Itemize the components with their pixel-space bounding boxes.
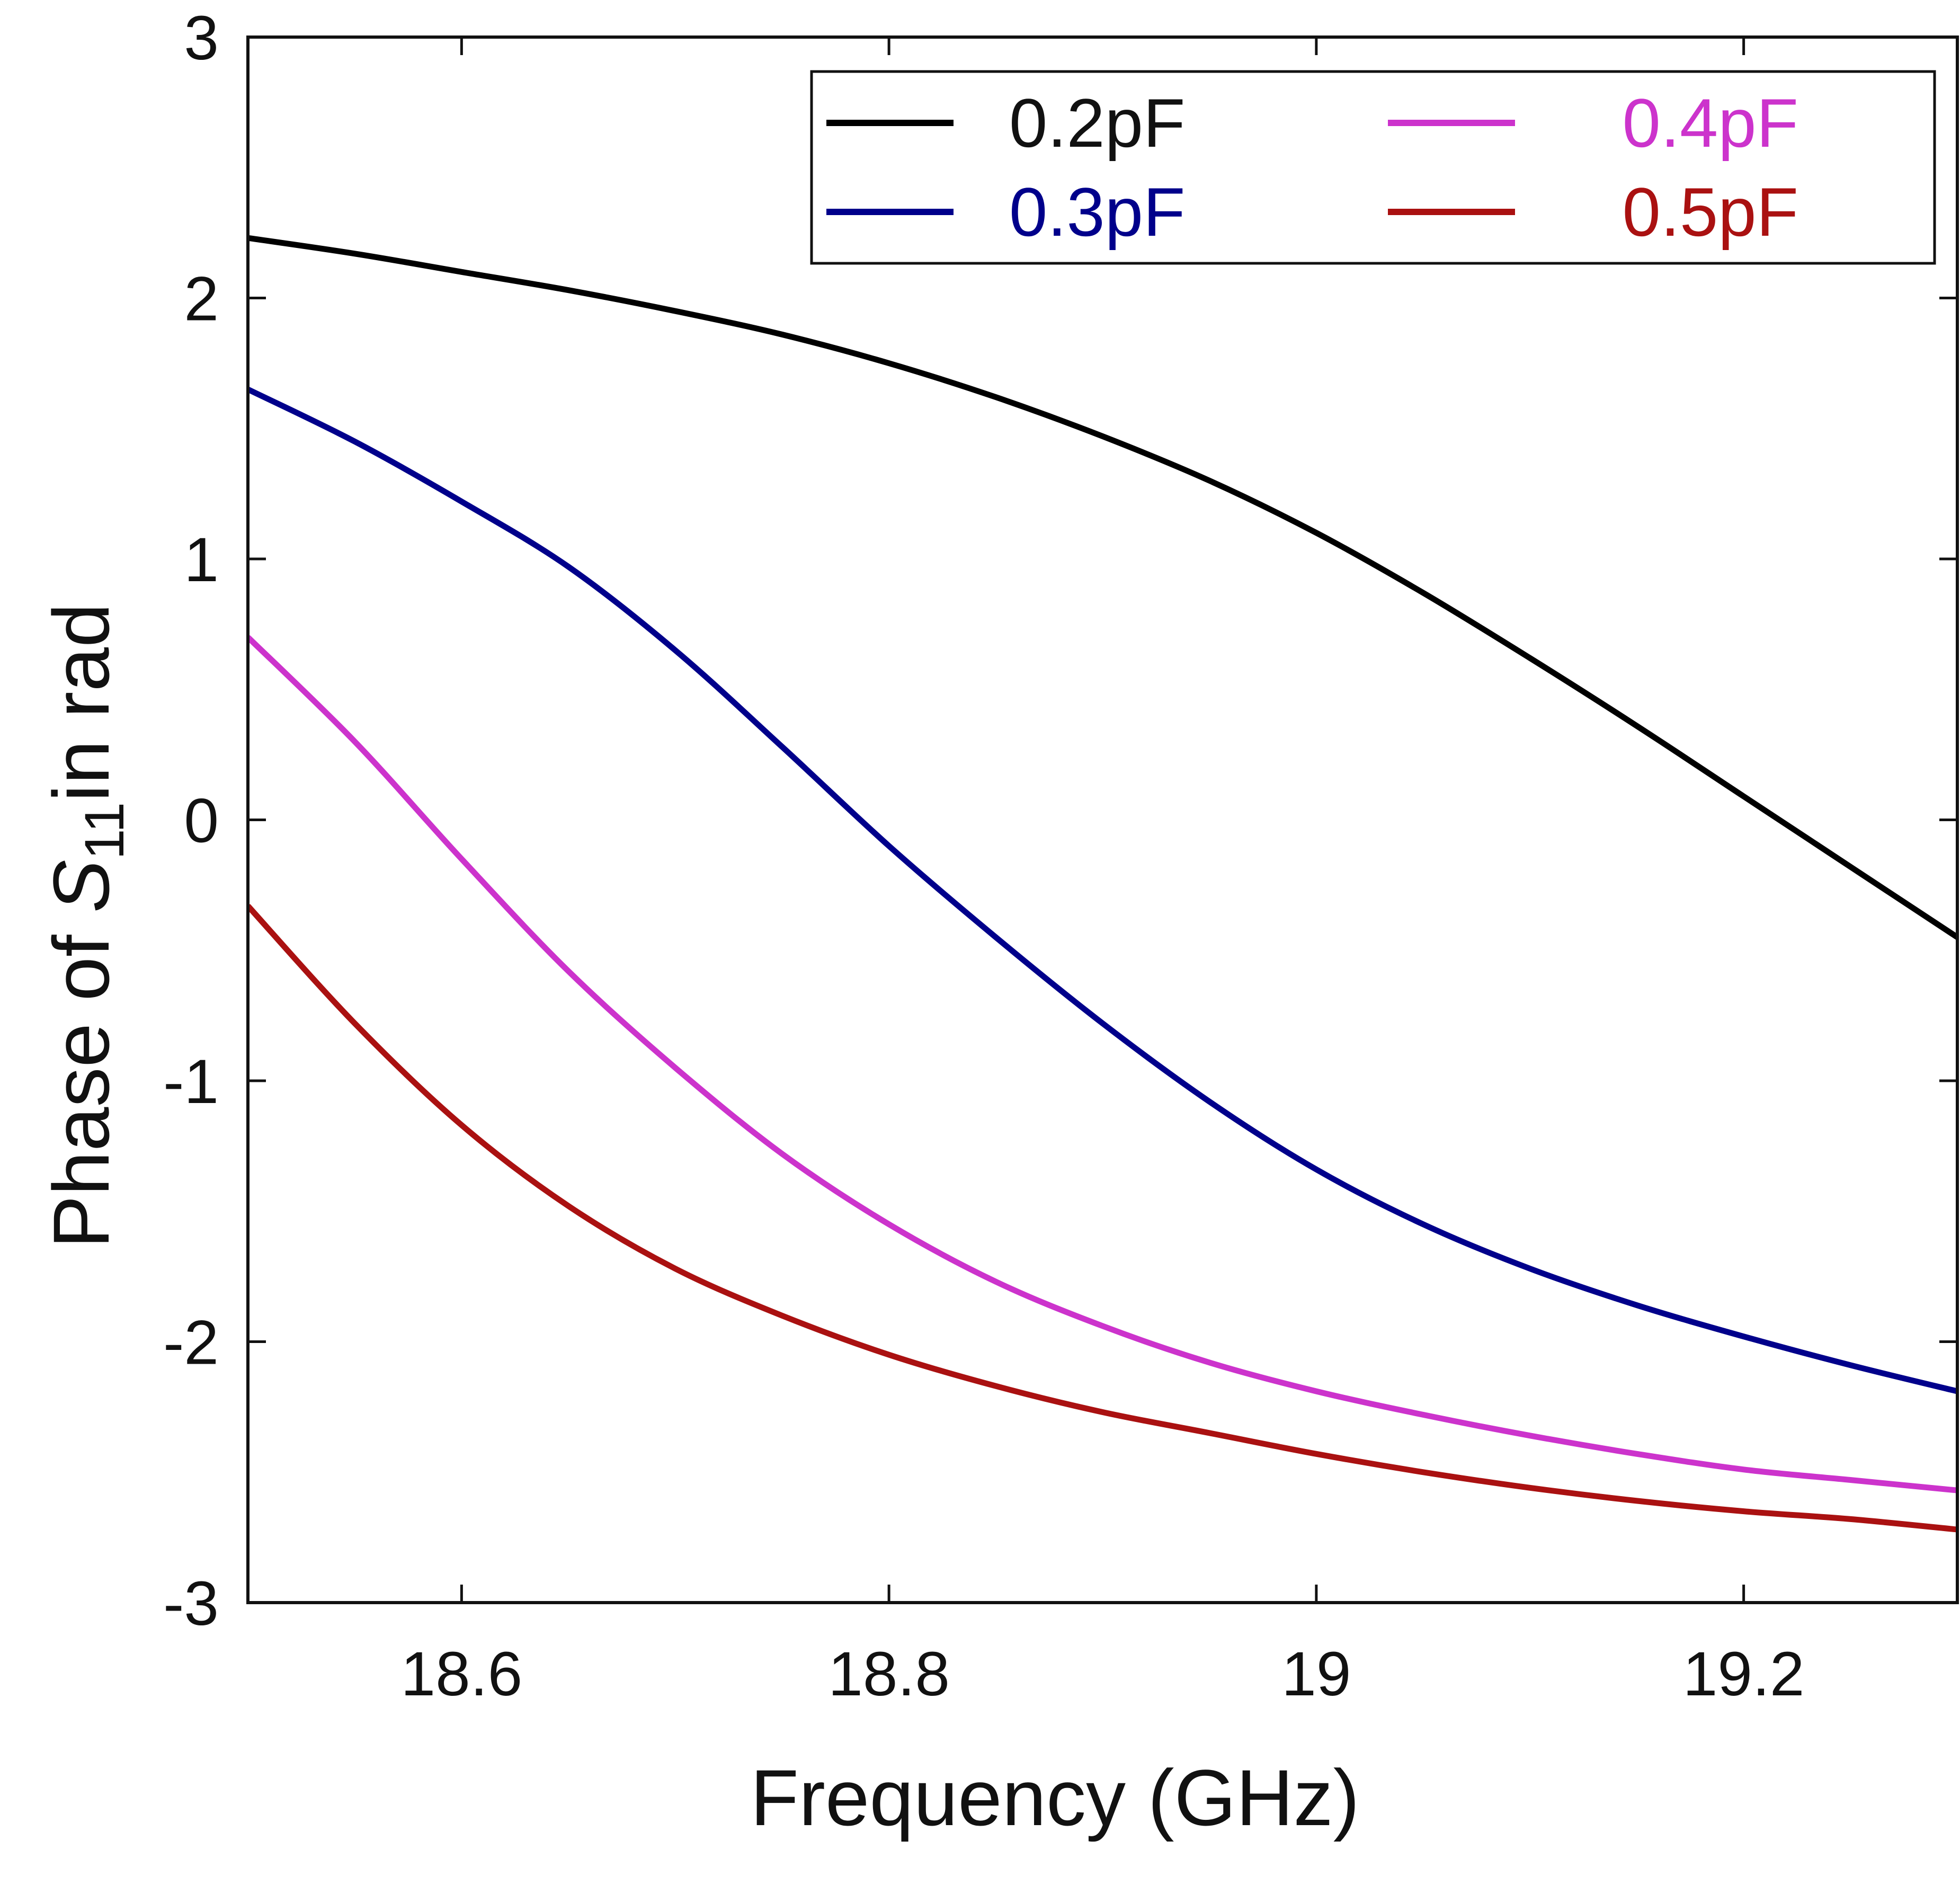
y-tick-label: -1 — [163, 1047, 219, 1117]
series-line-0-4pf — [248, 635, 1957, 1493]
legend-box — [810, 70, 1936, 265]
legend: 0.2pF 0.3pF 0.4pF 0.5pF — [810, 70, 1936, 265]
series-group — [248, 235, 1957, 1533]
legend-label-0-2pf: 0.2pF — [1009, 84, 1185, 162]
y-tick-label: 3 — [184, 3, 219, 73]
y-tick-label: 2 — [184, 264, 219, 334]
y-axis-title: Phase of S11in rad — [37, 603, 136, 1248]
series-line-0-5pf — [248, 904, 1957, 1533]
y-tick-label: 1 — [184, 525, 219, 595]
x-tick-label: 18.8 — [828, 1639, 950, 1709]
legend-label-0-5pf: 0.5pF — [1623, 173, 1798, 251]
legend-label-0-4pf: 0.4pF — [1623, 84, 1798, 162]
y-tick-label: -3 — [163, 1569, 219, 1639]
y-axis-title-suffix: in rad — [37, 603, 126, 802]
y-axis-title-prefix: Phase of — [37, 913, 126, 1249]
x-tick-label: 19 — [1281, 1639, 1351, 1709]
legend-label-0-3pf: 0.3pF — [1009, 173, 1185, 251]
series-line-0-2pf — [248, 235, 1957, 940]
y-axis-title-subscript: 11 — [74, 802, 136, 860]
ticks-group — [248, 35, 1957, 1604]
y-tick-label: 0 — [184, 786, 219, 856]
x-axis-title: Frequency (GHz) — [750, 1753, 1359, 1842]
y-tick-label: -2 — [163, 1308, 219, 1378]
tick-labels-group: 18.6 18.8 19 19.2 3 2 1 0 -1 -2 -3 — [163, 3, 1804, 1709]
series-line-0-3pf — [248, 386, 1957, 1394]
x-tick-label: 19.2 — [1683, 1639, 1805, 1709]
x-tick-label: 18.6 — [401, 1639, 523, 1709]
y-axis-title-symbol: S — [37, 860, 126, 913]
